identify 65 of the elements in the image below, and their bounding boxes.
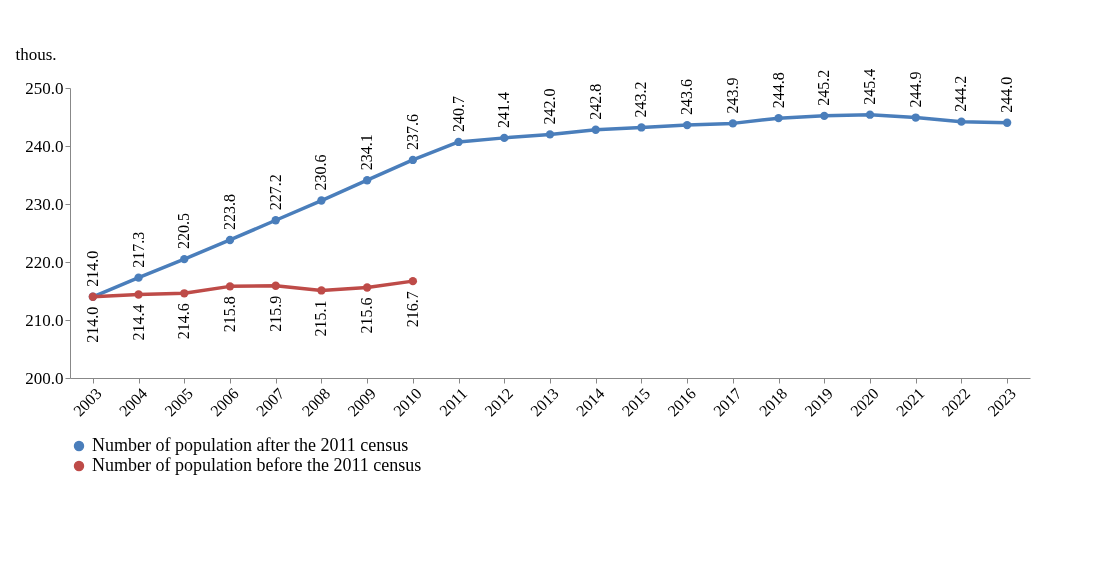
point [820,111,829,121]
data-label: 215.6 [358,297,376,334]
point [637,123,646,132]
point [134,273,143,282]
data-label: 215.1 [312,300,330,337]
point [911,113,920,122]
point [774,113,783,123]
y-tick-label: 240.0 [25,136,64,156]
point [957,117,966,126]
data-label: 214.6 [175,303,193,340]
point [317,286,326,295]
point [271,216,280,225]
point [180,254,189,264]
point [1002,118,1012,127]
data-label: 214.4 [129,304,147,341]
point [134,290,143,299]
data-label: 227.2 [266,174,284,211]
legend-label: Number of population after the 2011 census [92,435,409,455]
data-label: 234.1 [358,134,376,171]
point [728,119,738,128]
data-label: 244.0 [998,76,1016,113]
data-label: 244.9 [906,71,924,108]
legend-label: Number of population before the 2011 census [92,455,422,475]
data-label: 243.2 [632,81,650,118]
point [682,120,692,130]
y-tick-label: 250.0 [25,78,64,98]
data-label: 244.2 [952,75,970,112]
point [591,125,600,134]
point [408,276,418,286]
data-label: 214.0 [83,250,101,287]
data-label: 245.4 [861,68,878,105]
point [500,133,509,143]
point [271,281,280,290]
point [865,110,875,119]
y-axis-title: thous. [15,44,57,64]
data-label: 216.7 [403,291,421,328]
data-label: 215.9 [266,295,284,332]
data-label: 242.0 [541,88,558,125]
data-label: 245.2 [815,69,833,106]
data-label: 214.0 [83,306,101,343]
data-label: 237.6 [403,113,421,150]
data-label: 215.8 [221,296,238,333]
data-label: 223.8 [221,193,238,230]
point [454,137,463,147]
point [362,283,372,292]
point [225,235,235,245]
point [317,196,326,205]
data-label: 220.5 [175,213,193,250]
data-label: 243.9 [723,77,741,114]
point [180,289,189,298]
point [408,155,418,165]
data-label: 217.3 [129,231,147,268]
point [225,282,235,291]
point [362,176,372,185]
data-label: 240.7 [449,95,467,132]
data-label: 230.6 [312,154,330,191]
point [545,130,555,139]
y-tick-label: 220.0 [25,252,64,272]
y-tick-label: 200.0 [25,368,64,388]
data-label: 243.6 [678,79,696,116]
y-tick-label: 210.0 [25,310,64,330]
data-label: 241.4 [495,91,513,128]
y-tick-label: 230.0 [25,194,64,214]
data-label: 242.8 [586,83,604,120]
data-label: 244.8 [769,72,787,109]
